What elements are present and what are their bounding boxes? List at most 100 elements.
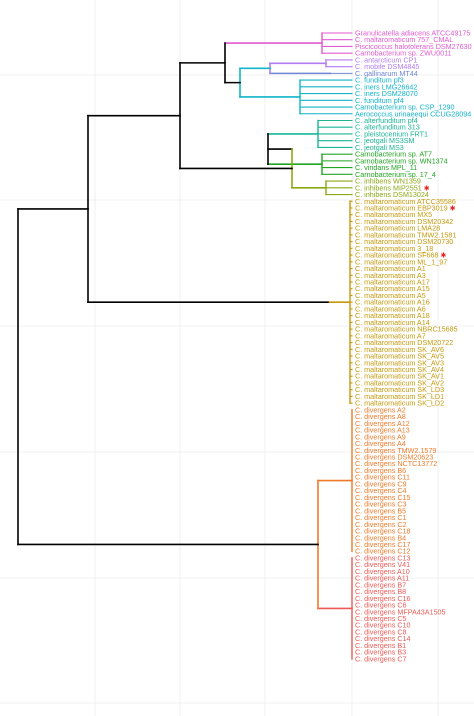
leaf-label-gold-23: C. maltaromaticum SK_AV5 [355, 352, 444, 361]
leaf-label-orange-2: C. divergens A12 [355, 419, 410, 428]
leaf-label-magenta-3: Carnobacterium sp. ZWU0011 [355, 49, 452, 58]
leaf-label-orange-4: C. divergens A9 [355, 432, 406, 441]
leaf-label-orange-6: C. divergens TMW2.1579 [355, 446, 436, 455]
leaf-label-red-9: C. divergens C5 [355, 614, 407, 623]
leaf-label-gold-6: C. maltaromaticum DSM20730 [355, 237, 453, 246]
leaf-label-gold-13: C. maltaromaticum A15 [355, 284, 430, 293]
leaf-label-orange-13: C. divergens C15 [355, 493, 411, 502]
leaf-label-orange-17: C. divergens C2 [355, 520, 407, 529]
leaf-label-orange-1: C. divergens A8 [355, 412, 406, 421]
leaf-label-gold-29: C. maltaromaticum SK_LD1 [355, 392, 444, 401]
leaf-label-gold-8: C. maltaromaticum SF668 ✱ [355, 251, 447, 260]
leaf-label-red-5: C. divergens B8 [355, 587, 406, 596]
leaf-label-orange-16: C. divergens C1 [355, 513, 407, 522]
leaf-label-teal-0: C. alterfunditum pf4 [355, 116, 418, 125]
leaf-label-olive-2: C. inhibens DSM13024 [355, 190, 429, 199]
leaf-label-green-0: Carnobacterium sp. AT7 [355, 150, 432, 159]
leaf-label-teal-4: C. jeotgali MS3 [355, 143, 404, 152]
leaf-label-gold-11: C. maltaromaticum A3 [355, 271, 426, 280]
leaf-label-gold-15: C. maltaromaticum A16 [355, 298, 430, 307]
leaf-label-purple-1: C. mobile DSM4845 [355, 62, 419, 71]
leaf-label-gold-3: C. maltaromaticum DSM20342 [355, 217, 453, 226]
leaf-label-orange-5: C. divergens A4 [355, 439, 406, 448]
leaf-label-cyan-4: Carnobacterium sp. CSP_1290 [355, 103, 454, 112]
leaf-label-gold-22: C. maltaromaticum SK_AV6 [355, 345, 444, 354]
leaf-label-gold-19: C. maltaromaticum NBRC15685 [355, 325, 458, 334]
leaf-label-magenta-1: C. maltaromaticum 757_CMAL [355, 35, 453, 44]
leaf-label-red-1: C. divergens V41 [355, 560, 410, 569]
leaf-label-gold-12: C. maltaromaticum A17 [355, 278, 430, 287]
leaf-label-orange-14: C. divergens C3 [355, 500, 407, 509]
leaf-label-orange-3: C. divergens A13 [355, 426, 410, 435]
leaf-label-orange-0: C. divergens A2 [355, 405, 406, 414]
leaf-label-orange-20: C. divergens C17 [355, 540, 411, 549]
leaf-label-orange-12: C. divergens C4 [355, 486, 407, 495]
leaf-label-gold-16: C. maltaromaticum A6 [355, 304, 426, 313]
leaf-label-red-4: C. divergens B7 [355, 580, 406, 589]
leaf-label-gold-5: C. maltaromaticum TMW2.1581 [355, 230, 456, 239]
leaf-label-orange-19: C. divergens B4 [355, 533, 406, 542]
leaf-label-magenta-2: Piscicoccus halotolerans DSM27630 [355, 42, 472, 51]
leaf-label-cyan-1: C. iners LMG26642 [355, 82, 417, 91]
marker-icon: ✱ [438, 251, 446, 260]
leaf-label-red-15: C. divergens C7 [355, 654, 407, 663]
leaf-label-orange-21: C. divergens C12 [355, 547, 411, 556]
leaf-label-orange-10: C. divergens C11 [355, 473, 410, 482]
leaf-label-red-13: C. divergens B1 [355, 641, 406, 650]
leaf-label-gold-24: C. maltaromaticum SK_AV3 [355, 358, 444, 367]
leaf-label-gold-17: C. maltaromaticum A18 [355, 311, 430, 320]
leaf-label-gold-2: C. maltaromaticum MX5 [355, 210, 432, 219]
leaf-label-green-1: Carnobacterium sp. WN1374 [355, 156, 448, 165]
leaf-label-gold-9: C. maltaromaticum ML_1_97 [355, 257, 447, 266]
leaf-label-orange-11: C. divergens C9 [355, 479, 407, 488]
leaf-label-orange-9: C. divergens B6 [355, 466, 406, 475]
marker-icon: ✱ [448, 203, 456, 212]
leaf-label-gold-4: C. maltaromaticum LMA28 [355, 224, 440, 233]
leaf-label-gold-30: C. maltaromaticum SK_LD2 [355, 399, 444, 408]
leaf-label-red-6: C. divergens C16 [355, 594, 411, 603]
leaf-label-gold-7: C. maltaromaticum 3_18 [355, 244, 433, 253]
leaf-label-orange-7: C. divergens DSM20623 [355, 452, 433, 461]
tree-branches [17, 32, 353, 660]
leaf-label-red-0: C. divergens C13 [355, 553, 411, 562]
leaf-label-red-14: C. divergens B3 [355, 648, 406, 657]
leaf-label-blue-0: C. gallinarum MT44 [355, 69, 418, 78]
leaf-label-red-8: C. divergens MFPA43A1505 [355, 607, 446, 616]
leaf-label-red-3: C. divergens A11 [355, 574, 409, 583]
leaf-label-gold-25: C. maltaromaticum SK_AV4 [355, 365, 444, 374]
leaf-label-cyan-0: C. funditum pf3 [355, 76, 404, 85]
leaf-label-gold-14: C. maltaromaticum A5 [355, 291, 426, 300]
leaf-label-orange-8: C. divergens NCTC13772 [355, 459, 437, 468]
leaf-label-red-11: C. divergens C8 [355, 627, 407, 636]
leaf-label-purple-0: C. antarcticum CP1 [355, 55, 417, 64]
leaf-label-red-12: C. divergens C14 [355, 634, 411, 643]
leaf-label-orange-18: C. divergens C18 [355, 527, 411, 536]
leaf-label-cyan-3: C. funditum pf4 [355, 96, 404, 105]
leaf-label-gold-20: C. maltaromaticum A7 [355, 331, 426, 340]
leaf-label-gold-0: C. maltaromaticum ATCC35586 [355, 197, 456, 206]
leaf-label-olive-0: C. inhibens WN1359 [355, 177, 421, 186]
leaf-label-gold-1: C. maltaromaticum EBP3019 ✱ [355, 203, 456, 212]
leaf-label-green-2: C. viridans MPL_11 [355, 163, 417, 172]
leaf-label-teal-1: C. alterfunditum 313 [355, 123, 420, 132]
marker-icon: ✱ [422, 183, 430, 192]
leaf-label-red-7: C. divergens C6 [355, 601, 407, 610]
leaf-label-orange-15: C. divergens B5 [355, 506, 406, 515]
leaf-label-green-3: Carnobacterium sp. 17_4 [355, 170, 436, 179]
leaf-label-gold-10: C. maltaromaticum A1 [355, 264, 426, 273]
leaf-label-gold-21: C. maltaromaticum DSM20722 [355, 338, 453, 347]
leaf-label-cyan-5: Aerococcus urinaeequi CCUG28094 [355, 109, 471, 118]
leaf-label-red-10: C. divergens C10 [355, 621, 411, 630]
leaf-label-cyan-2: C. iners DSM28070 [355, 89, 418, 98]
leaf-label-teal-3: C. jeotgali MS3SM [355, 136, 415, 145]
leaf-label-gold-18: C. maltaromaticum A14 [355, 318, 430, 327]
leaf-label-teal-2: C. pleistocenium FRT1 [355, 129, 428, 138]
leaf-label-olive-1: C. inhibens MIP2551 ✱ [355, 183, 430, 192]
leaf-label-gold-28: C. maltaromaticum SK_LD3 [355, 385, 444, 394]
leaf-label-red-2: C. divergens A10 [355, 567, 410, 576]
leaf-label-gold-27: C. maltaromaticum SK_AV2 [355, 378, 444, 387]
leaf-label-magenta-0: Granulicatella adiacens ATCC49175 [355, 29, 470, 38]
leaf-label-gold-26: C. maltaromaticum SK_AV1 [355, 372, 444, 381]
